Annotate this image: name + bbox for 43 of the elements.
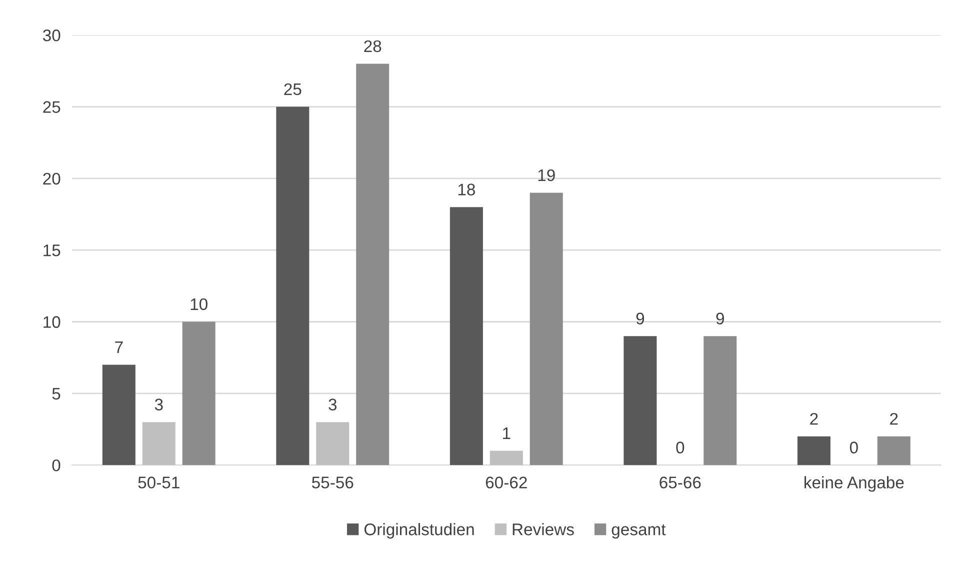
legend-label: Reviews	[512, 523, 574, 536]
bar	[102, 364, 136, 466]
data-label: 9	[636, 312, 644, 324]
bar	[797, 436, 830, 466]
data-label: 28	[364, 40, 382, 52]
data-label: 3	[328, 398, 337, 410]
bar	[877, 436, 910, 466]
y-tick-label: 25	[43, 101, 60, 113]
y-tick-label: 10	[44, 316, 60, 328]
y-tick-label: 15	[44, 244, 60, 256]
x-tick-label: 65-66	[660, 476, 701, 488]
x-tick-label: 60-62	[486, 476, 527, 488]
data-label: 1	[503, 427, 510, 439]
bar	[142, 422, 176, 466]
x-tick-label: 50-51	[138, 476, 180, 488]
legend-label: gesamt	[612, 524, 666, 539]
y-tick-label: 0	[52, 459, 60, 472]
bar	[624, 336, 657, 466]
bar	[530, 192, 563, 466]
x-tick-label: 55-56	[312, 476, 354, 488]
x-tick-label: keine Angabe	[804, 476, 904, 492]
bar	[182, 322, 216, 466]
bar	[356, 64, 390, 466]
data-label: 0	[850, 442, 858, 454]
y-tick-label: 5	[52, 388, 60, 400]
data-label: 7	[115, 341, 123, 353]
bar	[316, 422, 350, 466]
bar	[704, 336, 737, 466]
bar	[490, 450, 523, 466]
bar	[276, 106, 310, 466]
y-tick-label: 30	[42, 30, 60, 42]
data-label: 18	[458, 184, 475, 196]
data-label: 3	[154, 398, 163, 410]
data-label: 19	[538, 169, 555, 182]
data-label: 25	[284, 83, 302, 96]
y-tick-label: 20	[43, 172, 60, 185]
bar	[450, 207, 483, 466]
data-label: 0	[676, 442, 684, 454]
data-label: 9	[716, 312, 724, 324]
data-label: 2	[890, 412, 898, 425]
data-label: 10	[190, 298, 208, 310]
legend-label: Originalstudien	[364, 523, 474, 539]
data-label: 2	[810, 412, 818, 425]
